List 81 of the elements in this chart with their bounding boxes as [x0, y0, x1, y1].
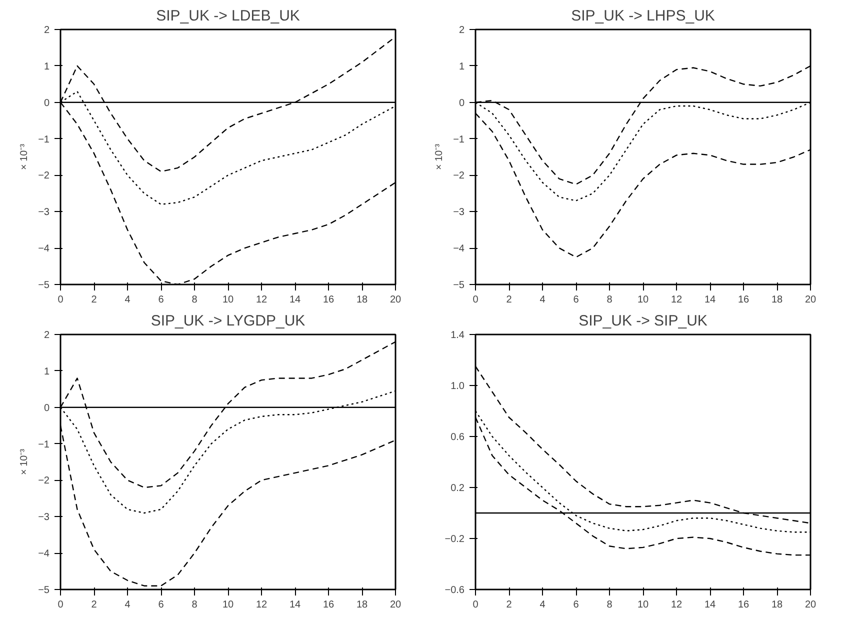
x-tick-label: 14	[704, 294, 716, 306]
x-tick-label: 18	[771, 600, 783, 610]
chart-title: SIP_UK -> LHPS_UK	[571, 8, 715, 24]
x-tick-label: 12	[670, 600, 682, 610]
x-tick-label: 18	[771, 294, 783, 306]
x-tick-label: 12	[670, 294, 682, 306]
x-tick-label: 6	[573, 294, 580, 306]
x-tick-label: 4	[540, 294, 546, 306]
y-tick-label: −0.6	[444, 585, 465, 596]
y-axis-title: × 10⁻³	[19, 143, 30, 170]
x-tick-label: 6	[573, 600, 580, 610]
y-axis-title: × 10⁻³	[19, 448, 30, 476]
y-tick-label: −5	[38, 280, 50, 291]
y-tick-label: −0.2	[444, 534, 465, 545]
x-tick-label: 20	[804, 294, 816, 306]
x-tick-label: 20	[390, 600, 402, 610]
y-tick-label: −3	[38, 512, 50, 524]
y-tick-label: −1	[453, 134, 465, 146]
x-tick-label: 18	[356, 600, 368, 610]
y-tick-label: −5	[38, 585, 50, 596]
y-tick-label: −1	[38, 439, 50, 450]
x-tick-label: 0	[58, 294, 64, 306]
y-tick-label: 2	[44, 25, 50, 36]
y-tick-label: −4	[38, 548, 50, 560]
x-tick-label: 10	[637, 600, 649, 610]
y-tick-label: 1	[458, 61, 465, 72]
x-tick-label: 8	[606, 294, 613, 306]
x-tick-label: 20	[804, 600, 816, 610]
x-tick-label: 0	[58, 600, 64, 610]
x-tick-label: 8	[192, 294, 198, 306]
y-tick-label: 0.6	[450, 432, 465, 443]
x-tick-label: 12	[256, 294, 268, 306]
y-tick-label: 1.4	[450, 330, 465, 341]
x-tick-label: 12	[256, 600, 268, 610]
y-tick-label: 0.2	[450, 483, 465, 494]
x-tick-label: 2	[91, 294, 98, 306]
y-tick-label: 0	[44, 402, 50, 414]
x-tick-label: 4	[124, 294, 131, 306]
y-tick-label: 1	[44, 366, 50, 378]
y-tick-label: 1.0	[450, 381, 465, 392]
y-tick-label: 2	[44, 330, 50, 341]
y-tick-label: −5	[453, 280, 465, 291]
x-tick-label: 2	[506, 600, 512, 610]
x-tick-label: 10	[222, 294, 234, 306]
x-tick-label: 14	[704, 600, 716, 610]
x-tick-label: 8	[192, 600, 198, 610]
y-axis-title: × 10⁻³	[434, 143, 446, 170]
x-tick-label: 2	[506, 294, 512, 306]
x-tick-label: 16	[738, 294, 750, 306]
x-tick-label: 6	[158, 294, 164, 306]
x-tick-label: 6	[158, 600, 164, 610]
y-tick-label: −4	[38, 244, 50, 255]
x-tick-label: 18	[356, 294, 368, 306]
y-tick-label: −1	[38, 134, 50, 146]
x-tick-label: 4	[540, 600, 546, 610]
y-tick-label: 0	[458, 98, 465, 109]
chart-title: SIP_UK -> SIP_UK	[578, 312, 708, 330]
x-tick-label: 20	[390, 294, 402, 306]
x-tick-label: 10	[637, 294, 649, 306]
y-tick-label: −3	[38, 207, 50, 218]
x-tick-label: 0	[472, 294, 479, 306]
y-tick-label: −2	[38, 170, 50, 182]
y-tick-label: 0	[44, 98, 50, 109]
x-tick-label: 16	[322, 294, 334, 306]
y-tick-label: 2	[458, 25, 465, 36]
x-tick-label: 10	[222, 600, 234, 610]
chart-title: SIP_UK -> LDEB_UK	[156, 8, 300, 24]
y-tick-label: 1	[44, 61, 50, 72]
x-tick-label: 16	[322, 600, 334, 610]
x-tick-label: 14	[289, 294, 301, 306]
x-tick-label: 8	[606, 600, 613, 610]
chart-title: SIP_UK -> LYGDP_UK	[150, 312, 306, 330]
y-tick-label: −2	[38, 476, 50, 487]
x-tick-label: 14	[289, 600, 301, 610]
x-tick-label: 16	[738, 600, 750, 610]
x-tick-label: 4	[124, 600, 131, 610]
x-tick-label: 2	[91, 600, 98, 610]
x-tick-label: 0	[472, 600, 479, 610]
y-tick-label: −2	[453, 170, 465, 182]
y-tick-label: −3	[453, 207, 465, 218]
y-tick-label: −4	[453, 244, 465, 255]
